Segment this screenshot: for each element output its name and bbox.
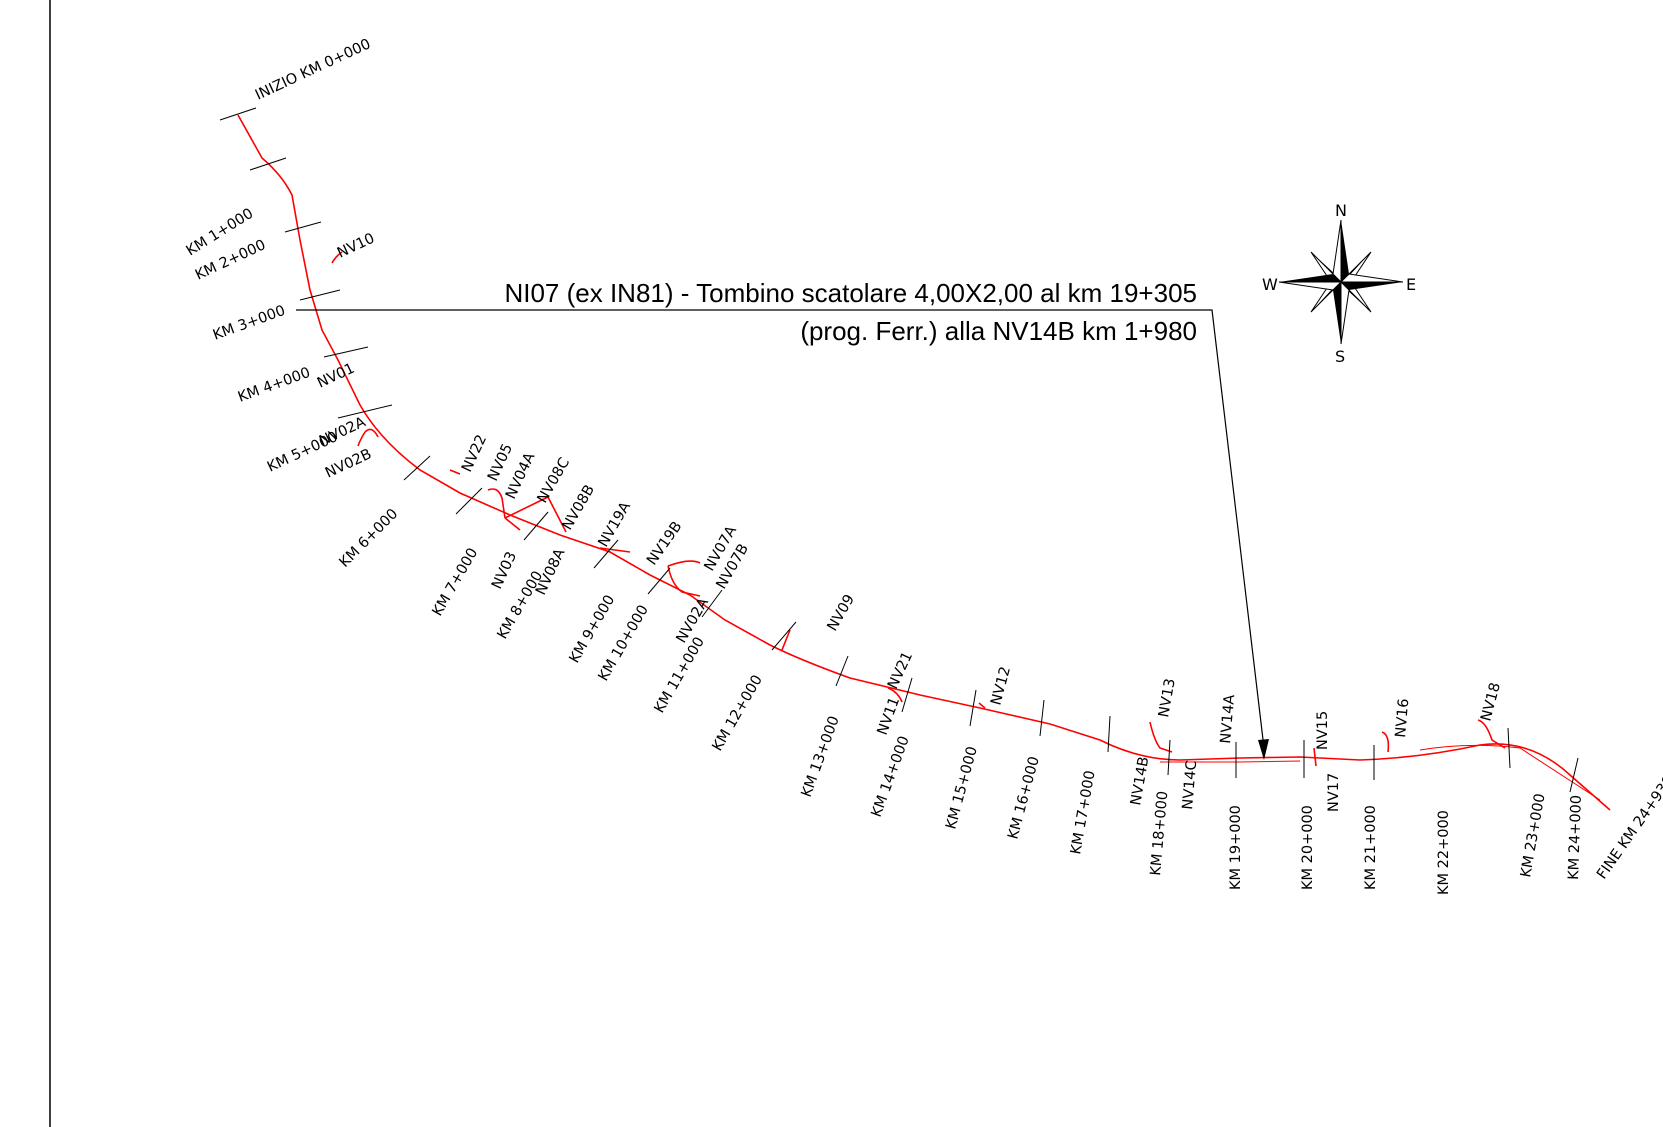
km-label: KM 21+000 bbox=[1363, 805, 1379, 890]
branch-label: NV08C bbox=[535, 455, 574, 506]
branch-label: NV18 bbox=[1478, 681, 1504, 723]
km-label: KM 12+000 bbox=[710, 672, 766, 754]
branch-label: NV12 bbox=[988, 665, 1014, 707]
compass-east-label: E bbox=[1406, 275, 1416, 294]
chainage-ticks bbox=[219, 107, 1579, 793]
compass-north-label: N bbox=[1335, 201, 1347, 220]
branch-label: NV10 bbox=[335, 231, 377, 262]
callout-arrowhead bbox=[1258, 739, 1269, 760]
branch-label: NV17 bbox=[1326, 773, 1342, 812]
km-label: KM 22+000 bbox=[1436, 810, 1452, 895]
branch-label: NV03 bbox=[489, 549, 520, 591]
branch-label: NV16 bbox=[1393, 698, 1412, 738]
km-label: KM 15+000 bbox=[943, 745, 980, 831]
km-label: KM 14+000 bbox=[869, 734, 913, 819]
branch-label: NV13 bbox=[1156, 677, 1179, 718]
callout-leader-line bbox=[296, 309, 1265, 749]
km-label: KM 20+000 bbox=[1300, 805, 1316, 890]
km-label: KM 7+000 bbox=[430, 545, 482, 619]
compass-west-label: W bbox=[1262, 275, 1278, 294]
branch-label: NV02B bbox=[323, 446, 374, 481]
km-label: KM 19+000 bbox=[1228, 805, 1244, 890]
main-route-line bbox=[237, 114, 1611, 811]
route-parallel-edge bbox=[1160, 744, 1601, 801]
start-label: INIZIO KM 0+000 bbox=[253, 36, 373, 103]
branch-label: NV22 bbox=[459, 432, 490, 474]
callout-line-2: (prog. Ferr.) alla NV14B km 1+980 bbox=[800, 316, 1197, 346]
branch-label: NV19B bbox=[644, 519, 685, 568]
branch-label: NV14A bbox=[1218, 694, 1238, 744]
branch-label: NV19A bbox=[596, 499, 634, 550]
km-label: KM 3+000 bbox=[211, 303, 288, 344]
compass-rose-icon bbox=[1278, 219, 1404, 345]
km-label: KM 23+000 bbox=[1518, 792, 1549, 878]
km-label: KM 18+000 bbox=[1148, 790, 1171, 876]
branch-label: NV08B bbox=[560, 482, 598, 533]
branch-label: NV14C bbox=[1180, 760, 1200, 811]
km-label: KM 16+000 bbox=[1005, 755, 1042, 841]
km-label: KM 11+000 bbox=[652, 634, 708, 716]
end-label: FINE KM 24+930.52 bbox=[1594, 754, 1663, 882]
branch-label: NV02A bbox=[317, 414, 368, 449]
km-label: KM 4+000 bbox=[236, 365, 313, 406]
callout-line-1: NI07 (ex IN81) - Tombino scatolare 4,00X… bbox=[504, 278, 1197, 308]
km-label: KM 13+000 bbox=[799, 714, 843, 799]
branch-label: NV15 bbox=[1315, 711, 1331, 750]
km-label: KM 17+000 bbox=[1068, 769, 1099, 855]
branch-label: NV11 bbox=[875, 695, 903, 737]
km-label: KM 6+000 bbox=[337, 506, 402, 571]
branch-label: NV09 bbox=[825, 592, 858, 634]
km-label: KM 24+000 bbox=[1566, 795, 1585, 880]
branch-label: NV21 bbox=[885, 649, 916, 691]
compass-south-label: S bbox=[1335, 347, 1345, 366]
branch-label: NV14B bbox=[1128, 755, 1152, 806]
